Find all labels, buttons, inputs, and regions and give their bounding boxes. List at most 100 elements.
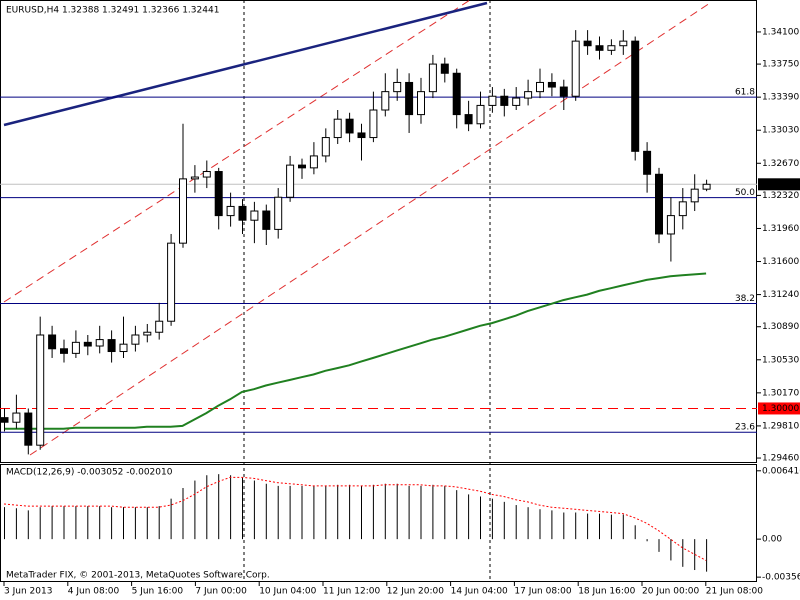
y-tick-label: -0.003568 [762, 573, 800, 583]
x-tick-label: 14 Jun 04:00 [451, 587, 508, 597]
y-tick-label: 1.34100 [762, 27, 799, 37]
candle-body [262, 210, 271, 230]
chart-header: EURUSD,H4 1.32388 1.32491 1.32366 1.3244… [6, 6, 219, 16]
y-tick-label: 0.006416 [762, 466, 800, 476]
x-tick-label: 20 Jun 00:00 [642, 587, 699, 597]
candle-body [452, 72, 461, 116]
y-tick-label: 1.29810 [762, 421, 799, 431]
x-tick-label: 7 Jun 00:00 [195, 587, 247, 597]
candle-body [357, 132, 366, 139]
candle-body [607, 45, 616, 51]
candle-body [179, 178, 187, 244]
candle-body [690, 188, 699, 203]
macd-label: MACD(12,26,9) -0.003052 -0.002010 [6, 468, 173, 478]
candle-body [333, 118, 342, 139]
fibo-label: 61.8 [735, 88, 755, 98]
candle-body [0, 417, 9, 423]
fibo-label: 23.6 [735, 423, 755, 433]
candle-body [393, 81, 402, 93]
level-tag [758, 402, 800, 415]
candle-body [226, 205, 235, 217]
candle-body [214, 171, 223, 217]
candle-body [309, 155, 318, 169]
y-tick-label: 1.33030 [762, 126, 799, 136]
candle-body [405, 81, 414, 116]
candle-body [476, 104, 485, 125]
y-tick-label: 1.30170 [762, 388, 799, 398]
candle-body [95, 339, 104, 347]
trend-line [3, 1, 488, 127]
candle-body [655, 173, 663, 235]
y-tick-label: 1.30890 [762, 322, 799, 332]
x-tick-label: 11 Jun 12:00 [323, 587, 380, 597]
candle-body [250, 210, 259, 221]
candle-body [381, 91, 390, 111]
y-tick-label: 1.33390 [762, 93, 799, 103]
candle-body [595, 45, 604, 51]
candle-body [369, 109, 378, 139]
candle-body [298, 164, 306, 169]
candle-body [83, 341, 92, 347]
y-tick-label: 1.33750 [762, 60, 799, 70]
candle-body [512, 97, 521, 106]
level-label: 1.30000 [762, 404, 799, 414]
candle-body [167, 242, 176, 322]
candle-body [143, 331, 152, 336]
candle-body [131, 334, 140, 345]
channel-line [29, 2, 711, 456]
candle-body [238, 205, 247, 221]
candle-body [345, 118, 354, 134]
moving-average [4, 272, 707, 430]
candle-body [666, 215, 675, 235]
macd-pane [0, 464, 757, 582]
y-tick-label: 0.00 [762, 535, 782, 545]
candle-body [190, 176, 199, 180]
candle-body [428, 63, 437, 93]
candle-body [286, 164, 295, 198]
x-tick-label: 4 Jun 08:00 [68, 587, 120, 597]
candle-body [547, 81, 556, 88]
candle-body [12, 412, 21, 423]
fibo-label: 38.2 [735, 294, 755, 304]
y-tick-label: 1.32670 [762, 159, 799, 169]
candle-body [155, 320, 164, 333]
y-tick-label: 1.31600 [762, 257, 799, 267]
candle-body [274, 196, 283, 230]
candle-body [464, 114, 473, 125]
y-tick-label: 1.30530 [762, 355, 799, 365]
candle-body [559, 86, 568, 97]
candle-body [48, 334, 57, 350]
fibo-label: 50.0 [735, 188, 755, 198]
candle-body [524, 91, 533, 99]
candle-body [107, 339, 116, 353]
candle-body [488, 95, 497, 106]
candle-body [60, 348, 68, 354]
x-tick-label: 21 Jun 08:00 [706, 587, 763, 597]
candle-body [202, 171, 211, 178]
candle-body [536, 81, 544, 93]
y-tick-label: 1.31240 [762, 290, 799, 300]
candle-body [321, 137, 330, 157]
x-tick-label: 17 Jun 08:00 [514, 587, 571, 597]
candle-body [440, 63, 449, 74]
channel-line [3, 0, 471, 303]
candle-body [702, 183, 711, 190]
candle-body [500, 95, 509, 106]
x-tick-label: 3 Jun 2013 [4, 587, 52, 597]
candle-body [119, 343, 128, 353]
x-tick-label: 12 Jun 20:00 [387, 587, 444, 597]
candle-body [571, 40, 580, 97]
main-pane [0, 0, 757, 463]
candle-body [24, 412, 33, 446]
y-tick-label: 1.29460 [762, 454, 799, 464]
price-label: 1.32441 [762, 180, 799, 190]
candle-body [583, 40, 592, 47]
candle-body [36, 334, 45, 446]
candle-body [631, 40, 640, 152]
copyright: MetaTrader FIX, © 2001-2013, MetaQuotes … [6, 571, 270, 581]
y-tick-label: 1.31960 [762, 224, 799, 234]
candle-body [678, 201, 687, 217]
